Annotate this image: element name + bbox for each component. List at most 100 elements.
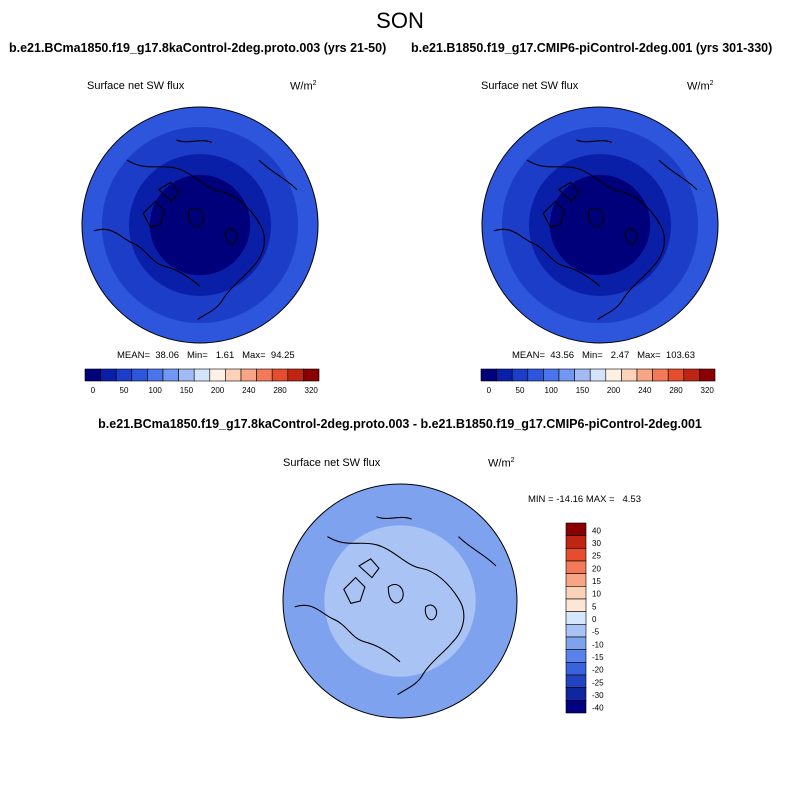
- panel-2-colorbar-box-6: [574, 368, 591, 382]
- difference-map-coast-5: [424, 604, 438, 621]
- panel-1-map-coast-6: [176, 139, 213, 143]
- panel-2-map-coast-5: [624, 228, 638, 245]
- panel-1-colorbar-tick-label: 200: [211, 386, 225, 395]
- panel-2-map-coastline: [493, 139, 698, 320]
- panel-2-colorbar-box-11: [652, 368, 669, 382]
- difference-map-field: [283, 484, 517, 718]
- difference-map-coastline: [294, 516, 497, 696]
- difference-colorbar-box-3: [565, 560, 587, 574]
- panel-1-map-coast-1: [93, 228, 201, 287]
- panel-2-map-coast-1: [493, 228, 601, 287]
- difference-colorbar-box-14: [565, 700, 587, 714]
- difference-colorbar-tick-label: -5: [592, 628, 600, 637]
- difference-colorbar-tick-label: -15: [592, 653, 604, 662]
- panel-2-colorbar-tick-label: 240: [638, 386, 652, 395]
- difference-colorbar-tick-label: 20: [592, 564, 601, 573]
- panel-1-variable: Surface net SW flux: [87, 80, 185, 92]
- difference-title: b.e21.BCma1850.f19_g17.8kaControl-2deg.p…: [98, 417, 702, 431]
- panel-2-title: b.e21.B1850.f19_g17.CMIP6-piControl-2deg…: [411, 41, 773, 55]
- panel-1-map-coastline: [93, 139, 298, 320]
- difference-stats: MIN = -14.16 MAX = 4.53: [528, 494, 641, 505]
- season-title: SON: [376, 8, 424, 33]
- panel-1-colorbar-box-8: [209, 368, 226, 382]
- panel-1-colorbar-box-12: [271, 368, 289, 382]
- panel-1-colorbar-tick-label: 50: [120, 386, 129, 395]
- difference-map-coast-4: [387, 583, 404, 604]
- difference-map-coast-6: [376, 516, 412, 520]
- panel-2-colorbar-tick-label: 200: [607, 386, 621, 395]
- panel-1-colorbar-box-4: [147, 368, 164, 382]
- difference-map-coast-0: [327, 536, 465, 696]
- difference-colorbar-tick-label: -10: [592, 640, 604, 649]
- panel-2-colorbar-box-2: [511, 368, 529, 382]
- difference-colorbar-box-12: [565, 674, 587, 688]
- panel-2-colorbar-tick-label: 150: [576, 386, 590, 395]
- difference-colorbar-box-7: [565, 611, 587, 625]
- difference-variable: Surface net SW flux: [283, 457, 381, 469]
- difference-map-coast-1: [294, 604, 401, 663]
- panel-2-map-coast-3: [557, 181, 580, 203]
- difference-colorbar-box-1: [565, 535, 587, 549]
- difference-colorbar-tick-label: -20: [592, 666, 604, 675]
- panel-1-colorbar-tick-label: 280: [273, 386, 287, 395]
- panel-2-colorbar-box-10: [636, 368, 653, 382]
- panel-1-colorbar-box-14: [303, 368, 320, 382]
- panel-2-map-coast-6: [576, 139, 613, 143]
- difference-colorbar-tick-label: -30: [592, 691, 604, 700]
- panel-1-colorbar-tick-label: 320: [305, 386, 319, 395]
- panel-2-colorbar-box-5: [558, 368, 575, 382]
- panel-2-units: W/m2: [687, 80, 714, 93]
- panel-2-colorbar-box-3: [527, 368, 544, 382]
- difference-colorbar: 40 30 25 20 15 10 5 0 -5 -10 -15 -20 -25 -30 -40: [565, 522, 604, 714]
- panel-1-map-coast-0: [126, 159, 265, 320]
- panel-1-colorbar-box-1: [100, 368, 117, 382]
- panel-1-stats: MEAN= 38.06 Min= 1.61 Max= 94.25: [117, 350, 295, 361]
- difference-colorbar-box-13: [565, 687, 587, 701]
- panel-1-title: b.e21.BCma1850.f19_g17.8kaControl-2deg.p…: [9, 41, 387, 55]
- difference-colorbar-box-0: [565, 522, 587, 536]
- difference-colorbar-box-6: [565, 598, 587, 612]
- panel-2-colorbar-tick-label: 280: [669, 386, 683, 395]
- panel-2-map-coast-2: [542, 200, 566, 229]
- panel-1-colorbar-box-2: [115, 368, 133, 382]
- panel-2-colorbar-box-8: [605, 368, 622, 382]
- difference-colorbar-tick-label: -25: [592, 678, 604, 687]
- difference-map-coast-7: [458, 536, 497, 567]
- difference-colorbar-tick-label: 10: [592, 590, 601, 599]
- panel-2-colorbar-tick-label: 50: [516, 386, 525, 395]
- difference-colorbar-tick-label: -40: [592, 704, 604, 713]
- panel-1-colorbar-box-6: [178, 368, 195, 382]
- difference-map-coast-3: [358, 558, 380, 579]
- panel-2-colorbar-box-13: [683, 368, 700, 382]
- panel-2-map-field: [482, 107, 718, 343]
- difference-colorbar-box-5: [565, 586, 587, 600]
- panel-2-map-coast-4: [587, 207, 604, 228]
- panel-1-units: W/m2: [290, 80, 317, 93]
- panel-2-map-coast-0: [526, 159, 665, 320]
- panel-2-colorbar-box-12: [667, 368, 685, 382]
- difference-colorbar-tick-label: 5: [592, 602, 597, 611]
- panel-2-colorbar-tick-label: 0: [487, 386, 492, 395]
- difference-map-border: [282, 483, 518, 719]
- panel-1-map-coast-5: [224, 228, 238, 245]
- panel-1-map-border: [81, 106, 319, 344]
- difference-map-coast-2: [343, 576, 366, 604]
- difference-colorbar-box-4: [565, 573, 587, 587]
- difference-colorbar-tick-label: 15: [592, 577, 601, 586]
- panel-1-colorbar: 0 50 100 150 200 240 280 320: [84, 368, 320, 395]
- panel-1-colorbar-tick-label: 0: [91, 386, 96, 395]
- difference-colorbar-box-8: [565, 624, 587, 638]
- difference-colorbar-tick-label: 0: [592, 615, 597, 624]
- panel-1-colorbar-tick-label: 150: [180, 386, 194, 395]
- panel-1-colorbar-box-10: [240, 368, 257, 382]
- panel-1-colorbar-box-5: [162, 368, 179, 382]
- panel-2-colorbar-tick-label: 320: [701, 386, 715, 395]
- panel-2-colorbar-box-1: [496, 368, 513, 382]
- panel-2-map-coast-7: [658, 159, 698, 190]
- difference-colorbar-tick-label: 30: [592, 539, 601, 548]
- panel-2-map: [481, 106, 719, 344]
- difference-units: W/m2: [488, 457, 515, 470]
- panel-1-colorbar-tick-label: 240: [242, 386, 256, 395]
- panel-2-colorbar-box-0: [480, 368, 497, 382]
- panel-1-map-coast-7: [258, 159, 298, 190]
